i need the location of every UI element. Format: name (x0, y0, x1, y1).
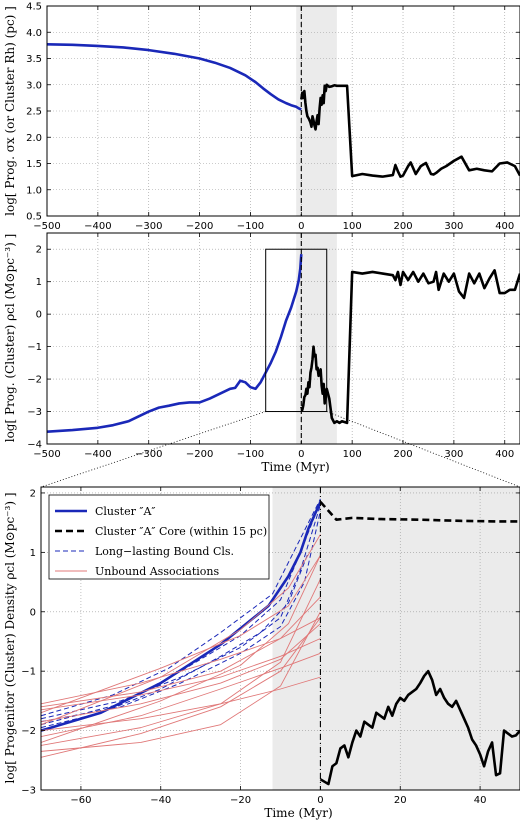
legend: Cluster ″A″ Cluster ″A″ Core (within 15 p… (48, 494, 270, 580)
zoom-connectors (40, 411, 520, 488)
x-axis-label: Time (Myr) (261, 460, 329, 474)
x-tick-label: 200 (393, 449, 412, 460)
y-tick-label: −4 (27, 440, 42, 451)
shaded-band (272, 487, 520, 790)
x-tick-label: −100 (237, 449, 264, 460)
y-tick-label: −1 (27, 342, 42, 353)
y-tick-label: 4.5 (26, 2, 42, 13)
series-group (47, 43, 520, 178)
series-line-1 (300, 269, 520, 425)
series-line-15 (41, 611, 321, 752)
legend-label: Long−lasting Bound Cls. (95, 545, 234, 558)
y-tick-label: 3.5 (26, 54, 42, 65)
x-tick-label: 400 (495, 221, 514, 232)
x-tick-label: −500 (33, 221, 60, 232)
series-line-13 (41, 652, 321, 737)
x-tick-label: −400 (84, 221, 111, 232)
y-tick-label: −2 (21, 726, 36, 737)
series-line-17 (41, 555, 321, 714)
legend-label: Cluster ″A″ (95, 505, 156, 518)
series-line-6 (41, 498, 321, 717)
x-tick-label: 100 (343, 221, 362, 232)
x-tick-label: 100 (343, 449, 362, 460)
series-group (47, 254, 520, 433)
y-tick-label: 0.5 (26, 212, 42, 223)
y-tick-label: 0 (36, 310, 42, 321)
x-tick-label: 0 (317, 795, 323, 806)
x-tick-label: 200 (393, 221, 412, 232)
y-axis-label: log[ Prog. (Cluster) ρcl (M⊙pc⁻³) ] (3, 234, 17, 443)
series-line-19 (41, 555, 321, 743)
chart-panel-bottom: −60 −40 −20 0 20 40 −3 −2 −1 0 1 2 log[ Progenitor (… (3, 486, 520, 820)
series-line-5 (41, 510, 321, 723)
x-tick-label: −500 (33, 449, 60, 460)
series-line-7 (41, 552, 309, 729)
y-tick-label: 2.5 (26, 107, 42, 118)
series-line-10 (41, 638, 321, 711)
series-line-16 (41, 617, 321, 758)
tick-labels: −60 −40 −20 0 20 40 −3 −2 −1 0 1 2 (21, 487, 520, 806)
x-tick-label: −40 (150, 795, 171, 806)
series-line-0 (47, 254, 303, 433)
x-tick-label: 40 (474, 795, 487, 806)
x-tick-label: 300 (444, 449, 463, 460)
chart-panel-middle: −500 −400 −300 −200 −100 0 100 200 300 400 −4 −3 −2 −… (3, 232, 520, 474)
x-tick-label: 0 (298, 449, 304, 460)
series-line-2 (319, 669, 520, 786)
y-tick-label: 1.0 (26, 185, 42, 196)
x-axis-label: Time (Myr) (264, 806, 332, 820)
y-tick-label: −3 (21, 786, 36, 797)
y-tick-label: 4.0 (26, 28, 42, 39)
y-tick-label: −1 (21, 667, 36, 678)
y-tick-label: 1 (36, 277, 42, 288)
series-group (41, 498, 520, 786)
series-line-1 (319, 500, 520, 523)
x-tick-label: 20 (394, 795, 407, 806)
tick-labels: −500 −400 −300 −200 −100 0 100 200 300 400 −4 −3 −2 −… (27, 233, 520, 460)
series-line-0 (47, 43, 302, 111)
legend-label: Cluster ″A″ Core (within 15 pc) (95, 525, 267, 538)
y-axis-label: log[ Progenitor (Cluster) Density ρcl (M… (3, 492, 17, 783)
axes-frame (40, 486, 520, 791)
x-tick-label: −200 (186, 449, 213, 460)
inset-box (265, 248, 328, 413)
y-tick-label: 2 (30, 488, 36, 499)
x-tick-label: −300 (135, 449, 162, 460)
series-line-1 (300, 83, 520, 178)
y-tick-label: −3 (27, 407, 42, 418)
y-tick-label: 2 (36, 245, 42, 256)
series-line-14 (41, 578, 321, 746)
y-tick-label: 2.0 (26, 133, 42, 144)
x-tick-label: −300 (135, 221, 162, 232)
x-tick-label: 300 (444, 221, 463, 232)
series-line-18 (41, 534, 321, 726)
x-tick-label: 400 (495, 449, 514, 460)
y-tick-label: 1 (30, 548, 36, 559)
chart-panel-top: −500 −400 −300 −200 −100 0 100 200 300 400 0.5 1.0 1… (3, 2, 520, 232)
x-tick-label: −60 (70, 795, 91, 806)
series-line-8 (41, 617, 321, 705)
legend-box (48, 494, 270, 580)
y-tick-label: 3.0 (26, 80, 42, 91)
x-tick-label: −200 (186, 221, 213, 232)
y-axis-label: log[ Prog. σx (or Cluster Rh) (pc) ] (3, 6, 17, 216)
axes-frame (46, 232, 520, 445)
y-tick-label: −2 (27, 375, 42, 386)
x-tick-label: −20 (230, 795, 251, 806)
zoom-connector-left (40, 411, 266, 488)
y-tick-label: 1.5 (26, 159, 42, 170)
grid (47, 233, 520, 444)
grid (47, 6, 520, 216)
tick-labels: −500 −400 −300 −200 −100 0 100 200 300 400 0.5 1.0 1… (26, 2, 520, 232)
x-tick-label: −400 (84, 449, 111, 460)
series-line-11 (41, 623, 321, 723)
series-line-3 (41, 504, 321, 720)
series-line-9 (41, 596, 321, 708)
legend-label: Unbound Associations (95, 565, 219, 578)
x-tick-label: 0 (298, 221, 304, 232)
x-tick-label: −100 (237, 221, 264, 232)
y-tick-label: 0 (30, 607, 36, 618)
